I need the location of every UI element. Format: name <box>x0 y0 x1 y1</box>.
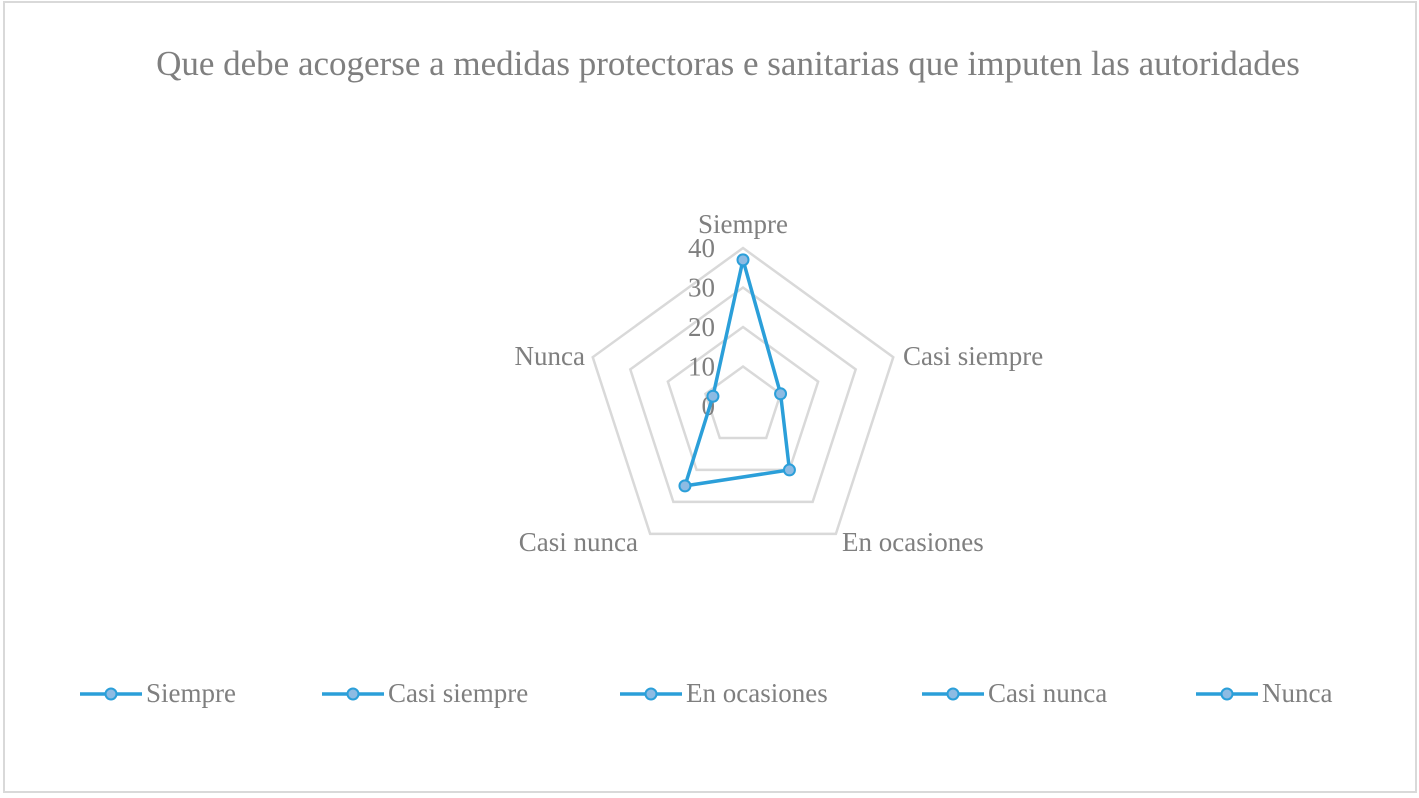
category-label: Siempre <box>698 209 788 239</box>
legend-label: Casi nunca <box>988 678 1108 708</box>
grid-ring-30 <box>628 285 858 504</box>
legend-marker-icon <box>322 687 384 700</box>
radial-tick-label: 10 <box>688 352 715 382</box>
data-point-en-ocasiones <box>782 463 796 477</box>
legend: Siempre Casi siempre En ocasiones Casi nunc… <box>0 678 1419 718</box>
category-label: Casi siempre <box>903 341 1043 371</box>
legend-marker-icon <box>1196 687 1258 700</box>
grid-ring-40 <box>591 246 895 536</box>
category-label: En ocasiones <box>842 527 984 557</box>
legend-marker-icon <box>620 687 682 700</box>
legend-marker-icon <box>80 687 142 700</box>
radial-tick-label: 30 <box>688 273 715 303</box>
grid-ring-10 <box>703 364 783 440</box>
category-label: Casi nunca <box>519 527 638 557</box>
data-point-casi-siempre <box>774 387 788 401</box>
legend-marker-icon <box>922 687 984 700</box>
data-point-nunca <box>706 389 720 403</box>
legend-label: Casi siempre <box>388 678 529 708</box>
legend-item: Siempre <box>80 678 236 709</box>
legend-item: Casi siempre <box>322 678 528 709</box>
category-label: Nunca <box>515 341 585 371</box>
legend-item: Casi nunca <box>922 678 1107 709</box>
legend-label: Siempre <box>146 678 236 708</box>
legend-label: En ocasiones <box>686 678 828 708</box>
radial-tick-label: 40 <box>688 233 715 263</box>
data-point-casi-nunca <box>678 479 692 493</box>
grid-ring-20 <box>666 325 820 472</box>
legend-item: Nunca <box>1196 678 1332 709</box>
data-point-siempre <box>736 253 750 267</box>
chart-title: Que debe acogerse a medidas protectoras … <box>156 44 1300 83</box>
legend-label: Nunca <box>1262 678 1333 708</box>
series-line <box>683 258 792 488</box>
radial-tick-label: 20 <box>688 312 715 342</box>
legend-item: En ocasiones <box>620 678 828 709</box>
